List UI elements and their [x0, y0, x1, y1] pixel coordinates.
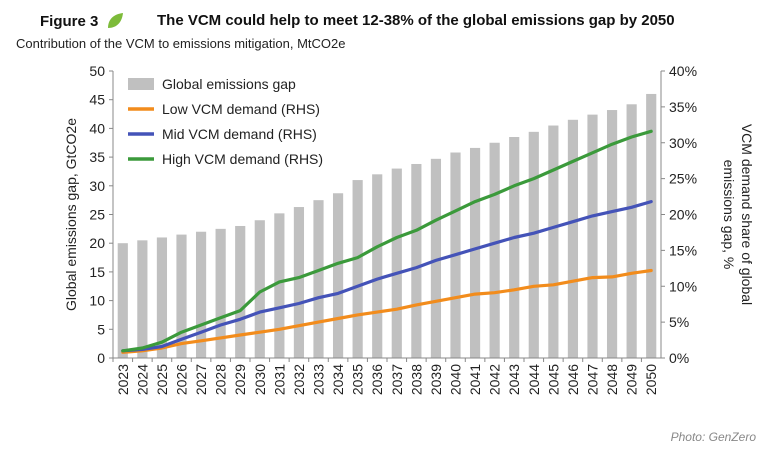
bar-global-gap [313, 200, 324, 358]
y-tick-label-left: 30 [89, 178, 105, 194]
x-tick-label: 2048 [604, 364, 620, 395]
leaf-icon [108, 13, 124, 28]
y-tick-label-right: 5% [669, 314, 689, 330]
bar-global-gap [195, 231, 207, 358]
y-tick-label-left: 15 [89, 264, 105, 280]
y-tick-label-left: 35 [89, 149, 105, 165]
y-tick-label-left: 45 [89, 92, 105, 108]
x-tick-label: 2023 [115, 364, 131, 395]
bar-global-gap [117, 243, 128, 358]
y-axis-title-left: Global emissions gap, GtCO2e [63, 118, 79, 311]
bar-global-gap [176, 234, 187, 358]
bar-global-gap [411, 163, 422, 358]
legend-swatch-bars [128, 78, 154, 90]
x-tick-label: 2033 [311, 364, 327, 395]
x-tick-label: 2035 [350, 364, 366, 395]
x-tick-label: 2031 [271, 364, 287, 395]
legend-label: Global emissions gap [162, 76, 296, 92]
bar-global-gap [156, 237, 168, 358]
bar-global-gap [391, 168, 402, 358]
x-tick-label: 2049 [624, 364, 640, 395]
bar-global-gap [548, 125, 559, 358]
x-tick-label: 2029 [232, 364, 248, 395]
bar-global-gap [509, 137, 520, 358]
x-tick-label: 2034 [330, 364, 346, 395]
bar-global-gap [587, 114, 598, 359]
line-low-vcm [121, 268, 653, 354]
x-tick-label: 2043 [506, 364, 522, 395]
bar-global-gap [352, 180, 363, 358]
x-tick-label: 2041 [467, 364, 483, 395]
x-tick-label: 2024 [134, 364, 150, 395]
y-tick-label-right: 0% [669, 350, 689, 366]
bar-global-gap [430, 158, 442, 358]
x-tick-label: 2028 [213, 364, 229, 395]
y-tick-label-right: 20% [669, 207, 697, 223]
y-tick-label-left: 50 [89, 63, 105, 79]
bar-global-gap [254, 220, 265, 358]
y-tick-label-left: 20 [89, 235, 105, 251]
y-tick-label-right: 10% [669, 278, 697, 294]
bar-global-gap [332, 193, 344, 358]
bar-global-gap [235, 225, 246, 358]
x-tick-label: 2032 [291, 364, 307, 395]
y-axis-title-right-line2: emissions gap, % [721, 160, 737, 270]
legend-label: Low VCM demand (RHS) [162, 101, 320, 117]
bar-global-gap [469, 147, 481, 358]
bar-global-gap [606, 110, 618, 358]
x-tick-label: 2047 [585, 364, 601, 395]
y-axis-title-right-line1: VCM demand share of global [739, 124, 755, 305]
x-tick-label: 2044 [526, 364, 542, 395]
bar-global-gap [137, 240, 148, 358]
figure-title: The VCM could help to meet 12-38% of the… [157, 12, 675, 29]
bar-global-gap [626, 104, 637, 359]
y-tick-label-left: 5 [97, 321, 105, 337]
bar-global-gap [215, 228, 226, 358]
figure-subtitle: Contribution of the VCM to emissions mit… [16, 36, 346, 51]
x-tick-label: 2036 [369, 364, 385, 395]
x-tick-label: 2037 [389, 364, 405, 395]
x-tick-label: 2045 [545, 364, 561, 395]
bar-global-gap [567, 119, 579, 358]
x-tick-label: 2025 [154, 364, 170, 395]
line-high-vcm [121, 129, 653, 353]
x-tick-label: 2030 [252, 364, 268, 395]
bar-global-gap [646, 93, 657, 359]
y-tick-label-left: 40 [89, 120, 105, 136]
figure-label: Figure 3 [40, 12, 99, 30]
y-tick-label-left: 25 [89, 207, 105, 223]
bar-global-gap [528, 131, 539, 358]
x-tick-label: 2039 [428, 364, 444, 395]
x-tick-label: 2040 [448, 364, 464, 395]
x-tick-label: 2050 [643, 364, 659, 395]
legend-label: High VCM demand (RHS) [162, 151, 323, 167]
bar-global-gap [293, 207, 305, 358]
y-tick-label-right: 35% [669, 99, 697, 115]
x-tick-label: 2027 [193, 364, 209, 395]
y-tick-label-right: 15% [669, 242, 697, 258]
photo-credit: Photo: GenZero [670, 430, 756, 444]
y-tick-label-left: 10 [89, 293, 105, 309]
figure-header: Figure 3 [40, 8, 131, 34]
bar-global-gap [274, 213, 285, 358]
y-tick-label-right: 30% [669, 135, 697, 151]
x-tick-label: 2046 [565, 364, 581, 395]
y-tick-label-right: 25% [669, 171, 697, 187]
x-tick-label: 2038 [408, 364, 424, 395]
bar-global-gap [489, 142, 500, 358]
x-tick-label: 2042 [487, 364, 503, 395]
x-tick-label: 2026 [174, 364, 190, 395]
y-tick-label-left: 0 [97, 350, 105, 366]
bar-global-gap [372, 174, 383, 358]
y-tick-label-right: 40% [669, 63, 697, 79]
legend-label: Mid VCM demand (RHS) [162, 126, 317, 142]
line-mid-vcm [121, 200, 653, 353]
